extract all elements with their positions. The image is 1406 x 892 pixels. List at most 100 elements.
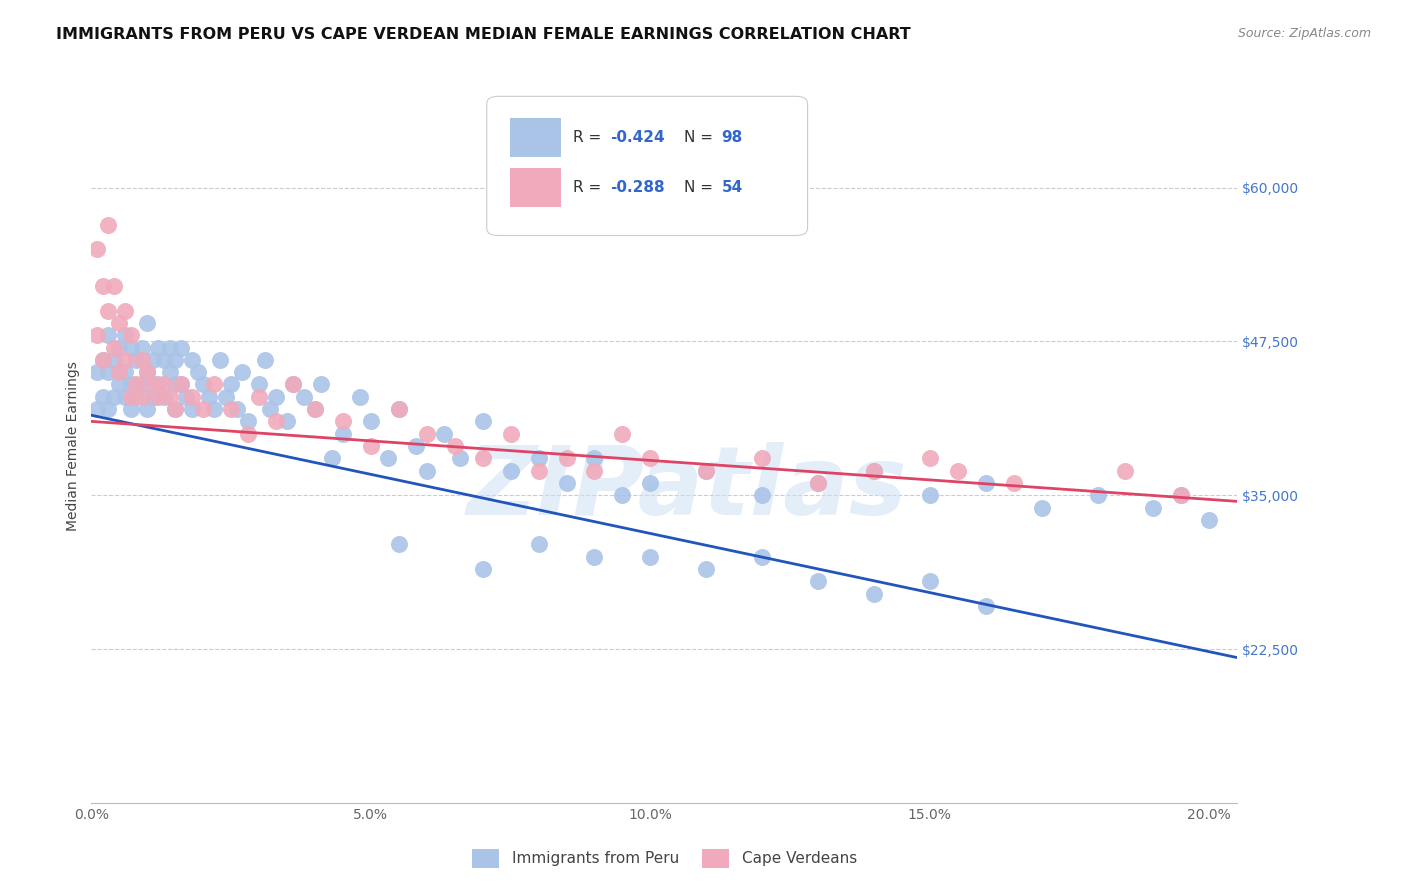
Point xyxy=(388,537,411,551)
Point xyxy=(264,390,287,404)
Point xyxy=(114,390,136,404)
Point xyxy=(583,451,606,466)
Point xyxy=(136,316,159,330)
Point xyxy=(153,390,176,404)
Text: IMMIGRANTS FROM PERU VS CAPE VERDEAN MEDIAN FEMALE EARNINGS CORRELATION CHART: IMMIGRANTS FROM PERU VS CAPE VERDEAN MED… xyxy=(56,27,911,42)
Point xyxy=(97,328,120,343)
Y-axis label: Median Female Earnings: Median Female Earnings xyxy=(66,361,80,531)
Point xyxy=(108,316,131,330)
Point xyxy=(360,439,382,453)
Point xyxy=(432,426,454,441)
Text: Source: ZipAtlas.com: Source: ZipAtlas.com xyxy=(1237,27,1371,40)
Point xyxy=(276,414,298,428)
Point xyxy=(281,377,304,392)
Point xyxy=(219,402,242,417)
Point xyxy=(142,352,165,367)
Point xyxy=(114,352,136,367)
FancyBboxPatch shape xyxy=(486,96,807,235)
Point xyxy=(114,365,136,379)
Point xyxy=(751,488,773,502)
Point xyxy=(332,426,354,441)
Point xyxy=(170,341,193,355)
Point xyxy=(214,390,236,404)
Point xyxy=(377,451,399,466)
Point xyxy=(208,352,231,367)
Point xyxy=(416,464,439,478)
Point xyxy=(153,377,176,392)
Point xyxy=(103,341,125,355)
Point xyxy=(170,377,193,392)
Point xyxy=(165,402,187,417)
Text: N =: N = xyxy=(683,130,717,145)
Point xyxy=(527,451,550,466)
Point xyxy=(527,464,550,478)
Point xyxy=(142,377,165,392)
Point xyxy=(136,365,159,379)
Point xyxy=(1198,513,1220,527)
Point xyxy=(148,390,170,404)
Point xyxy=(120,390,142,404)
Point xyxy=(1114,464,1136,478)
Point xyxy=(918,451,941,466)
Point xyxy=(259,402,281,417)
Point xyxy=(176,390,198,404)
Point xyxy=(103,352,125,367)
Text: 54: 54 xyxy=(721,180,742,195)
Point xyxy=(281,377,304,392)
Point xyxy=(165,352,187,367)
Point xyxy=(471,414,494,428)
Text: ZIPatlas: ZIPatlas xyxy=(467,442,907,535)
Bar xyxy=(509,118,561,157)
Point xyxy=(114,303,136,318)
Point xyxy=(181,352,204,367)
Point xyxy=(640,451,662,466)
Point xyxy=(153,352,176,367)
Point xyxy=(1031,500,1053,515)
Point xyxy=(236,414,259,428)
Point xyxy=(86,242,108,256)
Point xyxy=(304,402,326,417)
Point xyxy=(131,390,153,404)
Text: -0.424: -0.424 xyxy=(610,130,665,145)
Point xyxy=(583,549,606,564)
Point xyxy=(165,377,187,392)
Point xyxy=(97,218,120,232)
Point xyxy=(108,365,131,379)
Point xyxy=(640,549,662,564)
Point xyxy=(108,341,131,355)
Point xyxy=(131,352,153,367)
Point xyxy=(91,279,114,293)
Point xyxy=(148,377,170,392)
Point xyxy=(264,414,287,428)
Point xyxy=(86,402,108,417)
Point xyxy=(612,426,634,441)
Point xyxy=(309,377,332,392)
Point xyxy=(91,352,114,367)
Point xyxy=(555,451,578,466)
Point xyxy=(97,402,120,417)
Point xyxy=(120,377,142,392)
Point xyxy=(86,365,108,379)
Point xyxy=(103,279,125,293)
Point xyxy=(142,390,165,404)
Point xyxy=(405,439,427,453)
Point xyxy=(695,562,717,576)
Point xyxy=(863,587,886,601)
Text: N =: N = xyxy=(683,180,717,195)
Text: 98: 98 xyxy=(721,130,742,145)
Point xyxy=(225,402,247,417)
Point xyxy=(131,377,153,392)
Point xyxy=(1170,488,1192,502)
Point xyxy=(332,414,354,428)
Point xyxy=(236,426,259,441)
Point xyxy=(1087,488,1109,502)
Bar xyxy=(509,168,561,207)
Point xyxy=(170,377,193,392)
Point xyxy=(321,451,343,466)
Point xyxy=(108,377,131,392)
Point xyxy=(131,341,153,355)
Point xyxy=(974,475,997,490)
Point xyxy=(86,328,108,343)
Point xyxy=(1142,500,1164,515)
Point xyxy=(193,402,215,417)
